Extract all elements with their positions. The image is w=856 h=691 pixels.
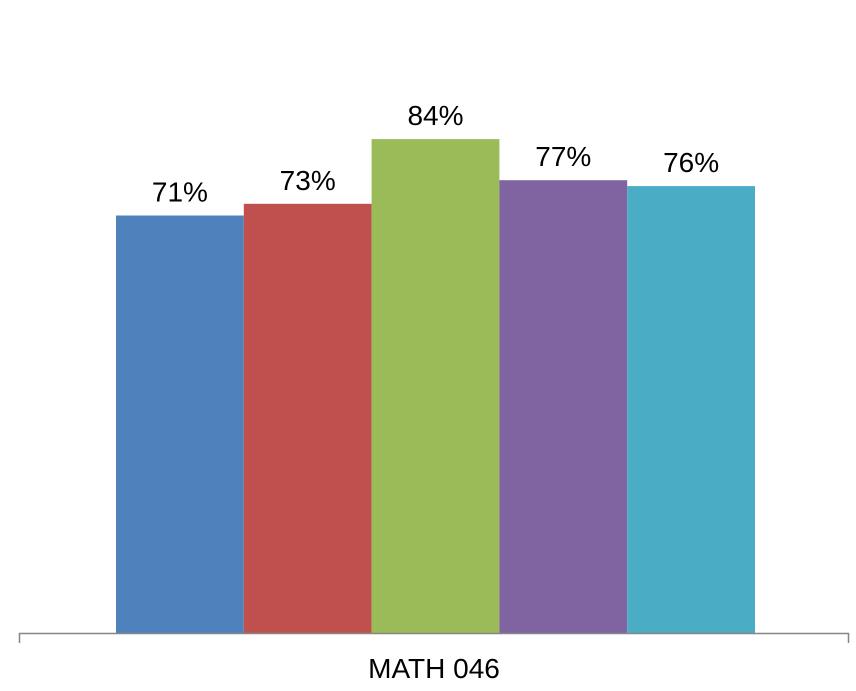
value-label-5: 76% [663,147,719,178]
value-labels-layer: 71% 73% 84% 77% 76% [152,100,719,207]
bar-3 [371,139,500,633]
value-label-3: 84% [407,100,463,131]
bar-4 [499,180,628,633]
bar-5 [627,186,755,633]
bar-1 [116,215,244,633]
x-axis: MATH 046 [18,632,850,684]
bars-layer [116,139,755,634]
value-label-2: 73% [280,165,336,196]
value-label-1: 71% [152,177,208,208]
category-label: MATH 046 [368,653,500,684]
value-label-4: 77% [535,141,591,172]
bar-2 [243,203,372,634]
